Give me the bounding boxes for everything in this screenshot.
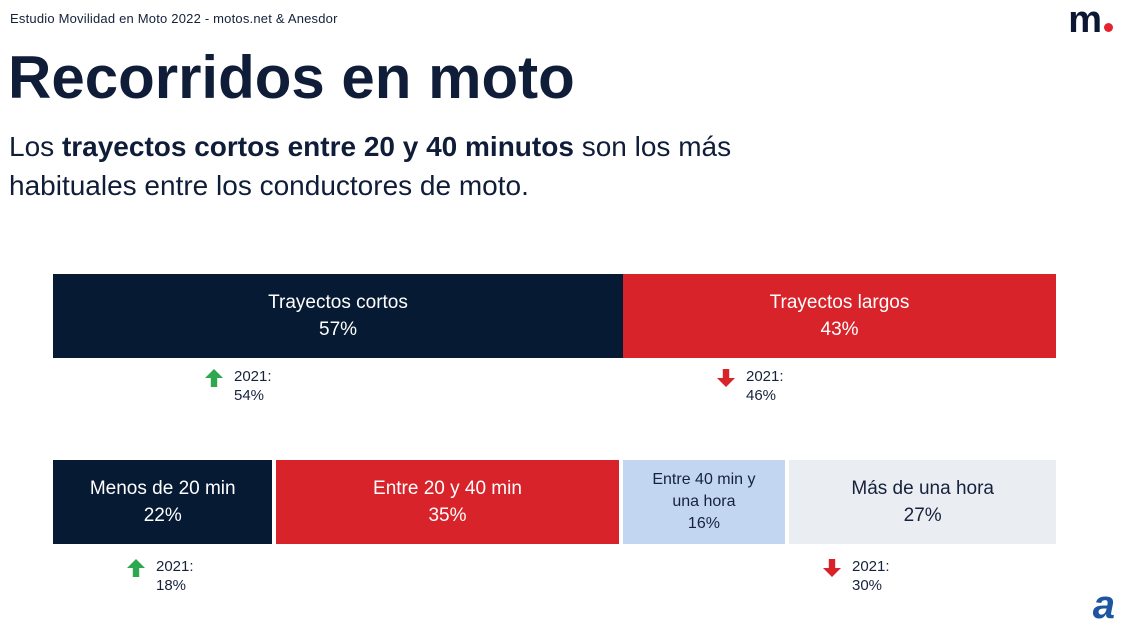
bar-segment-mas-de-una-hora: Más de una hora 27% <box>789 460 1056 544</box>
subtitle-lead: Los <box>9 131 62 162</box>
segment-value: 35% <box>428 505 467 526</box>
segment-label: Menos de 20 min <box>89 478 236 499</box>
yoy-note-mas-una-hora: 2021: 30% <box>822 557 890 595</box>
trend-up-icon <box>127 559 145 577</box>
anesdor-logo: a <box>1092 583 1115 627</box>
yoy-note-text: 2021: 46% <box>746 367 784 405</box>
segment-label: Entre 40 min y una hora <box>652 471 756 510</box>
segment-value: 16% <box>687 515 720 532</box>
yoy-year-label: 2021: <box>156 558 194 575</box>
segment-value: 57% <box>319 319 358 340</box>
bar-segment-menos-20-min: Menos de 20 min 22% <box>53 460 273 544</box>
segment-value: 22% <box>143 505 182 526</box>
subtitle-highlight: trayectos cortos entre 20 y 40 minutos <box>61 131 574 162</box>
page-title: Recorridos en moto <box>8 44 575 111</box>
trend-down-icon <box>717 369 735 387</box>
yoy-note-menos-20: 2021: 18% <box>126 557 194 595</box>
yoy-year-label: 2021: <box>746 368 784 385</box>
segment-value: 27% <box>903 505 942 526</box>
segment-label: Entre 20 y 40 min <box>373 478 522 499</box>
bar-segment-entre-40-min-una-hora: Entre 40 min y una hora 16% <box>622 460 786 544</box>
yoy-note-largos: 2021: 46% <box>716 367 784 405</box>
chart-trip-duration-bar: Menos de 20 min 22% Entre 20 y 40 min 35… <box>53 460 1056 544</box>
bar-segment-trayectos-cortos: Trayectos cortos 57% <box>53 274 624 358</box>
bar-segment-entre-20-40-min: Entre 20 y 40 min 35% <box>276 460 619 544</box>
trend-up-icon <box>205 369 223 387</box>
segment-label: Trayectos largos <box>769 292 910 313</box>
motosnet-logo-letter: m <box>1068 0 1102 41</box>
trend-down-icon <box>823 559 841 577</box>
yoy-note-text: 2021: 54% <box>234 367 272 405</box>
subtitle-rest: son los más <box>573 131 732 162</box>
yoy-note-text: 2021: 30% <box>852 557 890 595</box>
subtitle-line2: habituales entre los conductores de moto… <box>9 170 529 201</box>
motosnet-logo: m <box>1068 0 1113 40</box>
yoy-note-cortos: 2021: 54% <box>204 367 272 405</box>
source-credit: Estudio Movilidad en Moto 2022 - motos.n… <box>10 11 338 26</box>
motosnet-logo-dot-icon <box>1104 23 1113 32</box>
segment-label: Trayectos cortos <box>268 292 408 313</box>
yoy-year-label: 2021: <box>234 368 272 385</box>
bar-segment-trayectos-largos: Trayectos largos 43% <box>623 274 1056 358</box>
yoy-note-text: 2021: 18% <box>156 557 194 595</box>
yoy-value: 30% <box>852 577 883 594</box>
yoy-year-label: 2021: <box>852 558 890 575</box>
subtitle: Los trayectos cortos entre 20 y 40 minut… <box>9 127 989 205</box>
chart-trip-type-bar: Trayectos cortos 57% Trayectos largos 43… <box>53 274 1056 358</box>
yoy-value: 54% <box>234 387 265 404</box>
yoy-value: 18% <box>156 577 187 594</box>
segment-value: 43% <box>820 319 859 340</box>
segment-label: Más de una hora <box>851 478 994 499</box>
yoy-value: 46% <box>746 387 777 404</box>
